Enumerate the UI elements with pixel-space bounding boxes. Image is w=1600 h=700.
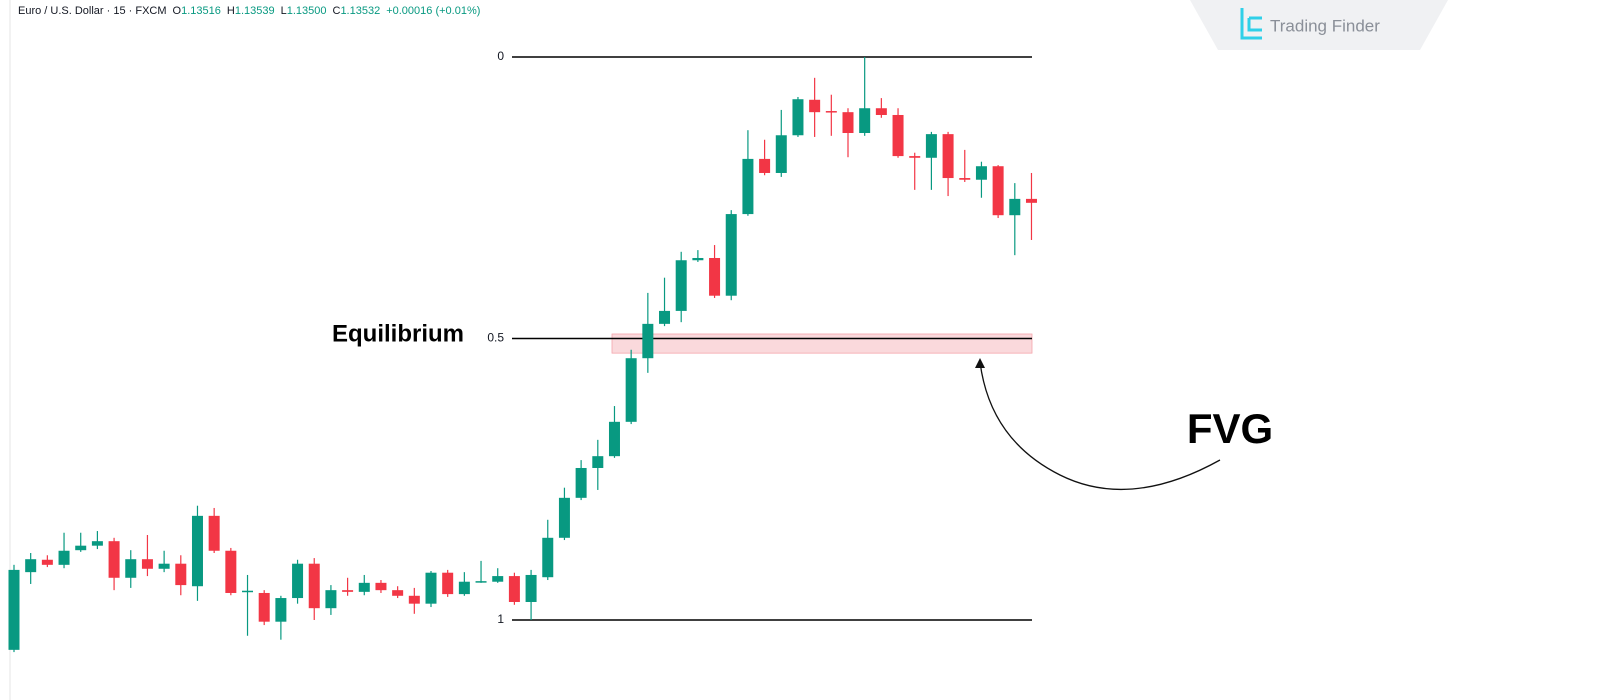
candle-body bbox=[91, 541, 103, 546]
candle-body bbox=[125, 559, 137, 578]
ohlc-label: C bbox=[332, 5, 340, 17]
change: +0.00016 (+0.01%) bbox=[386, 5, 480, 17]
logo-text: Trading Finder bbox=[1270, 16, 1380, 35]
candle-body bbox=[408, 595, 420, 604]
candle-body bbox=[542, 537, 554, 578]
candle-body bbox=[792, 99, 804, 136]
ohlc-label: L bbox=[281, 5, 287, 17]
candle-body bbox=[725, 214, 737, 296]
candle-body bbox=[842, 112, 854, 134]
candle-body bbox=[108, 541, 120, 578]
candle-body bbox=[608, 421, 620, 457]
candle-body bbox=[158, 563, 170, 569]
candle-body bbox=[325, 590, 337, 609]
candle-body bbox=[558, 497, 570, 538]
symbol: Euro / U.S. Dollar · 15 · FXCM bbox=[18, 5, 167, 17]
candle-body bbox=[875, 108, 887, 115]
candle-body bbox=[642, 323, 654, 359]
candle-body bbox=[141, 559, 153, 569]
fvg-label: FVG bbox=[1187, 405, 1273, 452]
candle-body bbox=[692, 257, 704, 261]
candle-body bbox=[775, 135, 787, 173]
candle-body bbox=[992, 166, 1004, 216]
candle-body bbox=[442, 572, 454, 595]
candle-body bbox=[475, 581, 487, 583]
candle-body bbox=[292, 563, 304, 599]
header: Euro / U.S. Dollar · 15 · FXCM O1.13516 H1… bbox=[18, 5, 480, 17]
candle-body bbox=[508, 576, 520, 602]
logo-icon bbox=[1240, 8, 1262, 40]
ohlc-value: 1.13500 bbox=[287, 5, 327, 17]
candle-body bbox=[742, 158, 754, 215]
candle-body bbox=[375, 582, 387, 591]
candle-body bbox=[925, 134, 937, 158]
candle-body bbox=[825, 111, 837, 113]
candle-body bbox=[358, 582, 370, 592]
candle-body bbox=[58, 550, 70, 565]
candle-body bbox=[575, 467, 587, 498]
candle-body bbox=[41, 559, 53, 565]
candle-body bbox=[809, 99, 821, 113]
candle-body bbox=[225, 550, 237, 593]
fib-level-label: 1 bbox=[497, 612, 504, 626]
fvg-arrowhead bbox=[975, 358, 985, 368]
candle-body bbox=[1009, 198, 1021, 216]
candle-body bbox=[959, 178, 971, 180]
ohlc-label: H bbox=[227, 5, 235, 17]
candle-body bbox=[892, 114, 904, 157]
candle-body bbox=[625, 358, 637, 422]
candle-body bbox=[659, 310, 671, 324]
ohlc-label: O bbox=[173, 5, 182, 17]
candle-body bbox=[308, 563, 320, 609]
candle-body bbox=[175, 563, 187, 586]
candle-body bbox=[425, 572, 437, 604]
candle-body bbox=[191, 515, 203, 587]
candle-body bbox=[1025, 198, 1037, 203]
candle-body bbox=[675, 260, 687, 311]
candle-body bbox=[242, 590, 254, 593]
fib-level-label: 0.5 bbox=[487, 331, 504, 345]
candle-body bbox=[75, 545, 87, 551]
fib-level-label: 0 bbox=[497, 49, 504, 63]
candle-body bbox=[25, 559, 37, 573]
ohlc-value: 1.13532 bbox=[340, 5, 380, 17]
equilibrium-label: Equilibrium bbox=[332, 320, 464, 347]
candle-body bbox=[909, 156, 921, 158]
candle-body bbox=[208, 515, 220, 551]
candle-body bbox=[258, 592, 270, 622]
fvg-arrow bbox=[979, 361, 1221, 491]
candle-body bbox=[392, 590, 404, 596]
plot-area: 0 0.5 1 Equilibrium FVG bbox=[8, 49, 1273, 653]
candle-body bbox=[458, 581, 470, 595]
ohlc-value: 1.13539 bbox=[235, 5, 275, 17]
candle-body bbox=[859, 108, 871, 134]
candle-body bbox=[709, 257, 721, 296]
candle-body bbox=[8, 569, 20, 650]
candle-body bbox=[525, 574, 537, 602]
candle-body bbox=[759, 158, 771, 173]
candle-body bbox=[592, 456, 604, 468]
candle-body bbox=[942, 134, 954, 179]
candle-body bbox=[342, 590, 354, 592]
fvg-zone bbox=[611, 333, 1033, 354]
candle-body bbox=[492, 576, 504, 582]
candle-body bbox=[275, 598, 287, 622]
ohlc-value: 1.13516 bbox=[181, 5, 221, 17]
header-line: Euro / U.S. Dollar · 15 · FXCM O1.13516 H1… bbox=[18, 5, 480, 17]
candle-body bbox=[975, 166, 987, 180]
